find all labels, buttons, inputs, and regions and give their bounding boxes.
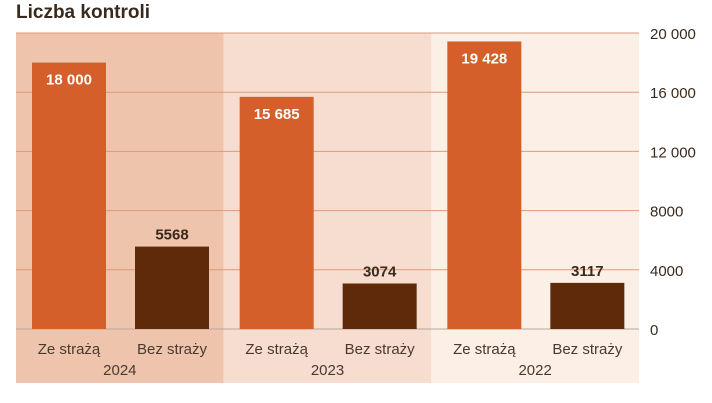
- y-tick-label: 4000: [650, 263, 683, 280]
- group-label: 2023: [311, 362, 344, 379]
- bar: [135, 246, 209, 329]
- bar: [239, 96, 314, 329]
- data-label: 19 428: [461, 50, 507, 67]
- y-tick-label: 12 000: [650, 144, 696, 161]
- data-label: 3117: [571, 263, 604, 280]
- chart-title: Liczba kontroli: [16, 2, 151, 23]
- y-tick-label: 16 000: [650, 85, 696, 102]
- y-tick-label: 0: [650, 322, 658, 339]
- category-label: Bez straży: [137, 341, 208, 358]
- category-label: Bez straży: [552, 341, 623, 358]
- category-label: Ze strażą: [38, 341, 101, 358]
- data-label: 3074: [363, 264, 397, 281]
- bar: [32, 62, 106, 329]
- data-label: 15 685: [254, 106, 300, 123]
- bar: [447, 41, 522, 329]
- category-label: Ze strażą: [245, 341, 308, 358]
- y-tick-label: 8000: [650, 204, 683, 221]
- data-label: 5568: [155, 227, 188, 244]
- bar: [550, 282, 625, 329]
- group-label: 2024: [103, 362, 136, 379]
- category-label: Bez straży: [345, 341, 416, 358]
- data-label: 18 000: [46, 72, 92, 89]
- y-tick-label: 20 000: [650, 26, 696, 43]
- group-label: 2022: [518, 362, 551, 379]
- bar: [342, 283, 417, 329]
- category-label: Ze strażą: [453, 341, 516, 358]
